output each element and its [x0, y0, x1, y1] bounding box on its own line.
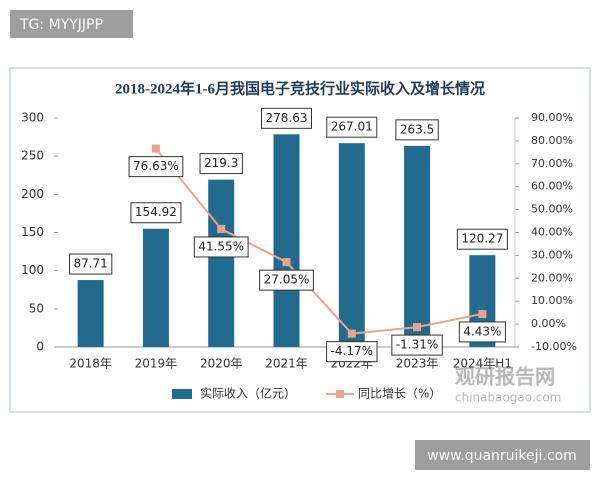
- bar-value-label-box: [395, 119, 439, 141]
- y2-tick-label: 10.00%: [531, 294, 573, 307]
- y-tick-label: 0: [36, 340, 44, 354]
- line-marker: [413, 323, 422, 332]
- line-value-label-box: [391, 334, 443, 356]
- x-tick-label: 2018年: [69, 357, 112, 371]
- bar-value-label-box: [456, 228, 508, 250]
- legend-swatch: [172, 389, 192, 399]
- bar-value-label: 87.71: [73, 257, 107, 271]
- watermark-logo: 观研报告网: [455, 365, 555, 389]
- bar-value-label: 263.5: [400, 122, 434, 136]
- watermark-url: chinabaogao.com: [455, 391, 561, 405]
- bar-value-label: 278.63: [266, 111, 308, 125]
- line-value-label-box: [193, 236, 249, 258]
- bar-value-label-box: [261, 107, 312, 129]
- tag-text: TG: MYYJJPP: [19, 17, 103, 33]
- y-tick-label: 100: [21, 263, 44, 277]
- line-value-label: 76.63%: [133, 159, 179, 173]
- y-tick-label: 150: [21, 225, 44, 239]
- line-marker: [151, 144, 160, 153]
- bar-value-label: 154.92: [135, 205, 177, 219]
- line-value-label-box: [326, 341, 378, 363]
- line-value-label: -4.17%: [331, 344, 373, 358]
- y2-tick-label: 90.00%: [531, 111, 573, 124]
- bar-value-label: 267.01: [331, 120, 373, 134]
- bar-value-label: 120.27: [461, 232, 503, 246]
- legend-marker: [336, 390, 344, 398]
- bar: [338, 143, 365, 347]
- y-tick-label: 300: [21, 111, 44, 125]
- site-box: [415, 440, 590, 470]
- legend-label: 同比增长（%）: [358, 387, 441, 401]
- tag-box: [10, 10, 133, 38]
- x-tick-label: 2023年: [396, 357, 439, 371]
- y-tick-label: 50: [29, 301, 44, 315]
- bar: [273, 134, 300, 347]
- y2-tick-label: 80.00%: [531, 134, 573, 147]
- chart-title: 2018-2024年1-6月我国电子竞技行业实际收入及增长情况: [115, 79, 485, 97]
- y-tick-label: 250: [21, 149, 44, 163]
- line-value-label: 27.05%: [264, 273, 310, 287]
- bar-value-label-box: [326, 116, 378, 138]
- bar: [142, 228, 169, 347]
- line-value-label: 4.43%: [463, 324, 501, 338]
- line-marker: [478, 309, 487, 318]
- y2-tick-label: 70.00%: [531, 157, 573, 170]
- line-value-label-box: [259, 269, 314, 291]
- y2-tick-label: 30.00%: [531, 248, 573, 261]
- x-tick-label: 2019年: [135, 357, 178, 371]
- y2-tick-label: -10.00%: [531, 340, 577, 353]
- bar-value-label-box: [68, 253, 113, 275]
- y2-tick-label: 60.00%: [531, 180, 573, 193]
- line-value-label: -1.31%: [396, 338, 438, 352]
- x-tick-label: 2020年: [200, 357, 243, 371]
- line: [155, 147, 483, 335]
- y2-tick-label: 0.00%: [531, 317, 566, 330]
- line-marker: [217, 224, 226, 233]
- bar: [208, 179, 235, 347]
- bar: [77, 280, 104, 347]
- bar: [404, 145, 431, 347]
- line-value-label-box: [458, 321, 506, 343]
- y2-tick-label: 40.00%: [531, 226, 573, 239]
- bar-value-label-box: [199, 153, 243, 175]
- y2-tick-label: 20.00%: [531, 271, 573, 284]
- y2-tick-label: 50.00%: [531, 203, 573, 216]
- bar-value-label: 219.3: [204, 156, 238, 170]
- bar-value-label-box: [130, 202, 182, 224]
- line-marker: [347, 329, 356, 338]
- x-tick-label: 2024年H1: [453, 357, 512, 371]
- x-tick-label: 2021年: [265, 357, 308, 371]
- line-value-label: 41.55%: [198, 239, 244, 253]
- legend-label: 实际收入（亿元）: [200, 386, 296, 401]
- site-text: www.quanruikeji.com: [427, 448, 577, 464]
- line-marker: [282, 258, 291, 267]
- line-value-label-box: [128, 156, 184, 178]
- y-tick-label: 200: [21, 187, 44, 201]
